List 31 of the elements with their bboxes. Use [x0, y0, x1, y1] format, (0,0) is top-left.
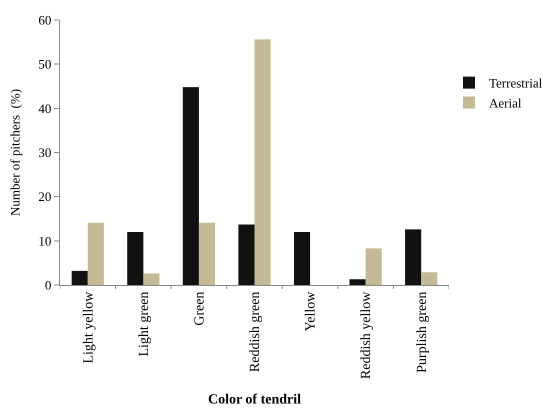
y-tick-label: 20 [38, 189, 52, 204]
x-tick-label: Green [192, 292, 208, 326]
x-tick-label: Reddish yellow [359, 290, 374, 380]
legend-label: Terrestrial [489, 76, 543, 91]
bar [254, 39, 271, 285]
y-tick-label: 50 [38, 56, 52, 72]
x-axis-title: Color of tendril [208, 392, 302, 408]
bar [198, 222, 216, 285]
bar [127, 232, 144, 285]
bar [294, 232, 310, 285]
bar [182, 87, 199, 285]
x-tick-label: Light yellow [81, 290, 96, 364]
x-tick-label: Yellow [304, 290, 319, 332]
y-tick-label: 40 [38, 100, 52, 116]
legend-label: Aerial [489, 96, 522, 111]
y-tick-label: 60 [38, 12, 52, 28]
y-axis-title: Number of pitchers (%) [7, 88, 22, 216]
bar [350, 279, 366, 285]
bar [72, 270, 88, 285]
bar [238, 224, 254, 285]
x-tick-label: Purplish green [414, 292, 430, 373]
bar [421, 272, 438, 285]
y-tick-label: 30 [38, 145, 52, 160]
bar [88, 222, 104, 285]
bar [366, 248, 382, 285]
bar [405, 229, 422, 285]
x-tick-label: Reddish green [248, 292, 264, 372]
y-tick-label: 10 [38, 233, 52, 248]
y-tick-label: 0 [44, 278, 52, 293]
bar [143, 274, 160, 285]
x-tick-label: Light green [136, 292, 152, 357]
